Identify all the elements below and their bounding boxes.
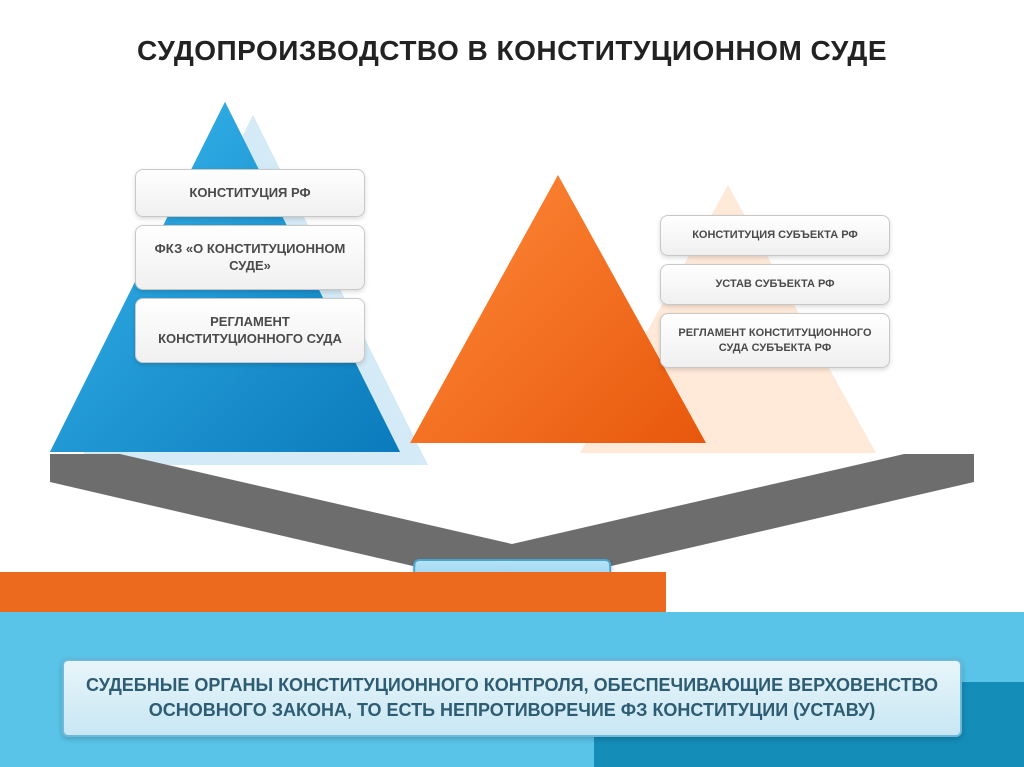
left-box-2: ФКЗ «О КОНСТИТУЦИОННОМ СУДЕ» [135,225,365,290]
left-box-3: РЕГЛАМЕНТ КОНСТИТУЦИОННОГО СУДА [135,298,365,363]
right-box-stack: КОНСТИТУЦИЯ СУБЪЕКТА РФ УСТАВ СУБЪЕКТА Р… [660,215,890,368]
left-box-stack: КОНСТИТУЦИЯ РФ ФКЗ «О КОНСТИТУЦИОННОМ СУ… [135,169,365,363]
right-box-2: УСТАВ СУБЪЕКТА РФ [660,264,890,305]
left-box-1: КОНСТИТУЦИЯ РФ [135,169,365,217]
bottom-text-box: СУДЕБНЫЕ ОРГАНЫ КОНСТИТУЦИОННОГО КОНТРОЛ… [62,659,962,737]
slide-title: СУДОПРОИЗВОДСТВО В КОНСТИТУЦИОННОМ СУДЕ [0,0,1024,67]
right-box-1: КОНСТИТУЦИЯ СУБЪЕКТА РФ [660,215,890,256]
right-box-3: РЕГЛАМЕНТ КОНСТИТУЦИОННОГО СУДА СУБЪЕКТА… [660,313,890,369]
